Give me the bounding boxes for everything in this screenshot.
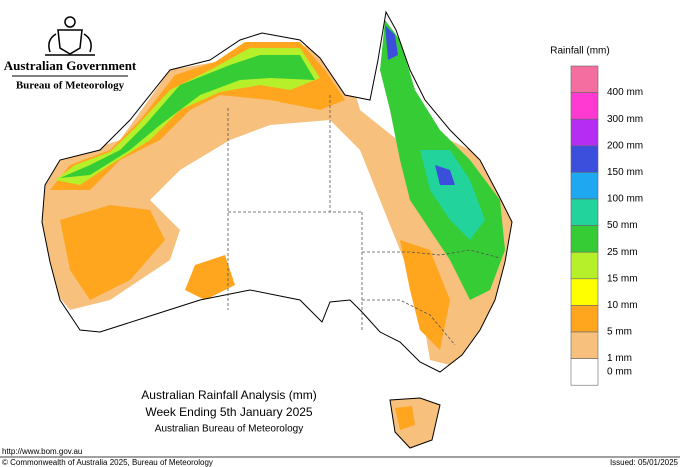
legend-swatch [570,92,599,120]
legend-swatch [570,278,599,306]
legend-label: 100 mm [607,194,643,205]
map-period: Week Ending 5th January 2025 [145,405,313,419]
legend-label: 5 mm [607,327,632,338]
agency-name: Bureau of Meteorology [16,80,125,92]
legend-label: 400 mm [607,87,643,98]
legend-swatch [570,118,599,147]
legend-title: Rainfall (mm) [550,46,609,57]
legend-label: 50 mm [607,220,638,231]
legend-label: 0 mm [607,367,632,378]
legend-swatch [570,251,599,280]
map-source: Australian Bureau of Meteorology [155,424,303,435]
legend-swatch [570,331,599,359]
tasmania-rain [395,406,415,430]
legend-swatch [570,358,599,386]
legend-label: 1 mm [607,353,632,364]
footer-issued: Issued: 05/01/2025 [610,458,679,467]
legend-swatch [570,145,599,173]
legend-swatch [570,305,599,333]
rainfall-field [42,12,512,372]
tasmania [389,397,441,449]
government-name: Australian Government [4,58,137,73]
state-borders [227,95,501,346]
legend-label: 10 mm [607,300,638,311]
map-title: Australian Rainfall Analysis (mm) [141,388,316,402]
legend-label: 150 mm [607,167,643,178]
legend-swatch [570,225,599,253]
footer-url[interactable]: http://www.bom.gov.au [2,447,82,456]
crest [45,16,95,56]
legend-label: 15 mm [607,273,638,284]
footer-copyright: © Commonwealth of Australia 2025, Bureau… [2,458,213,467]
legend: 400 mm 300 mm 200 mm 150 mm 100 mm 50 mm 25 mm… [570,65,643,386]
legend-label: 300 mm [607,114,643,125]
legend-swatch [570,172,599,200]
legend-swatch [570,65,599,93]
legend-swatch [570,198,599,226]
legend-label: 200 mm [607,140,643,151]
legend-label: 25 mm [607,247,638,258]
